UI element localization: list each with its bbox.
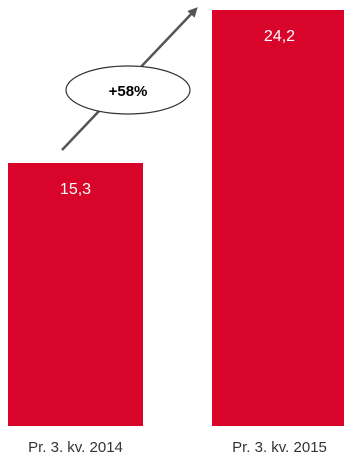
- growth-bubble: [65, 65, 191, 115]
- bars-layer: [8, 10, 344, 426]
- bar-value-label-1: 15,3: [60, 181, 91, 198]
- bar-2: [212, 10, 344, 426]
- growth-annotation: +58%: [61, 7, 198, 151]
- category-label-2: Pr. 3. kv. 2015: [232, 439, 327, 456]
- category-label-1: Pr. 3. kv. 2014: [28, 439, 123, 456]
- labels-layer: 15,3 Pr. 3. kv. 2014 24,2 Pr. 3. kv. 2015: [28, 28, 327, 456]
- bar-1: [8, 162, 143, 426]
- bar-value-label-2: 24,2: [264, 28, 295, 45]
- growth-percentage-label: +58%: [109, 83, 148, 100]
